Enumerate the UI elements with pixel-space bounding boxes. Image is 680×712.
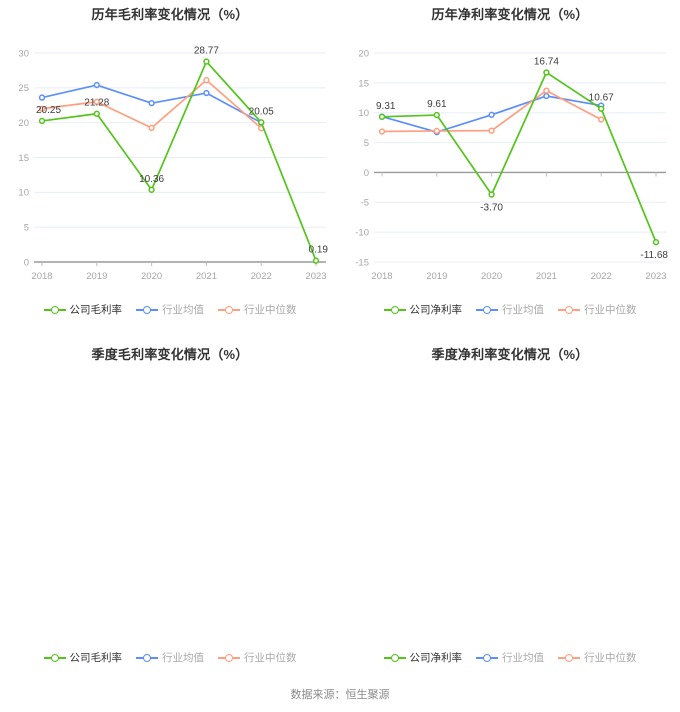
chart-plot-annual-net-margin: -15 -10 -5 0 5 10 15 20 2018 2019 2020 2021 2022 2023… (355, 48, 668, 282)
svg-text:-10: -10 (355, 228, 369, 239)
legend-marker-icon (476, 653, 498, 663)
legend-label: 行业均值 (502, 304, 544, 316)
svg-text:10: 10 (18, 188, 29, 199)
svg-text:2020: 2020 (141, 271, 162, 282)
svg-text:20.25: 20.25 (36, 105, 61, 116)
legend-item-industry-mean[interactable]: 行业均值 (136, 650, 204, 665)
legend-marker-icon (558, 653, 580, 663)
svg-text:2019: 2019 (426, 271, 447, 282)
legend-item-industry-median[interactable]: 行业中位数 (558, 302, 637, 317)
legend-label: 公司毛利率 (69, 652, 123, 664)
svg-text:-3.70: -3.70 (480, 203, 503, 214)
legend-label: 行业均值 (502, 652, 544, 664)
svg-text:20: 20 (358, 48, 369, 59)
svg-text:2021: 2021 (196, 271, 217, 282)
legend-item-industry-median[interactable]: 行业中位数 (558, 650, 637, 665)
svg-text:2019: 2019 (86, 271, 107, 282)
svg-text:-5: -5 (361, 198, 369, 209)
legend-marker-icon (43, 653, 66, 663)
chart-plot-quarterly-net-margin: -30-20-1001020302021Q12021Q22021Q32021Q4… (340, 340, 680, 680)
svg-text:16.74: 16.74 (534, 56, 559, 67)
svg-text:2022: 2022 (251, 271, 272, 282)
svg-text:9.61: 9.61 (427, 99, 447, 110)
chart-plot-annual-gross-margin: 0 5 10 15 20 25 30 2018 2019 2020 2021 2022 2023 20.2… (18, 46, 329, 282)
legend-label: 行业均值 (162, 652, 204, 664)
svg-text:5: 5 (364, 138, 369, 149)
legend-label: 公司净利率 (409, 652, 463, 664)
legend-item-industry-median[interactable]: 行业中位数 (218, 650, 297, 665)
legend-item-company[interactable]: 公司毛利率 (43, 302, 123, 317)
svg-text:2020: 2020 (481, 271, 502, 282)
svg-text:10: 10 (358, 108, 369, 119)
chart-title-quarterly-net-margin: 季度净利率变化情况（%） (431, 347, 589, 362)
svg-text:20.05: 20.05 (249, 106, 274, 117)
chart-title-quarterly-gross-margin: 季度毛利率变化情况（%） (91, 347, 249, 362)
legend-marker-icon (218, 305, 240, 315)
svg-text:2021: 2021 (536, 271, 557, 282)
legend-marker-icon (383, 653, 406, 663)
chart-plot-quarterly-gross-margin: -20-100102030402021Q12021Q22021Q32021Q42… (0, 340, 340, 680)
legend-label: 行业中位数 (244, 652, 297, 664)
legend-label: 行业中位数 (584, 304, 637, 316)
legend-marker-icon (43, 305, 66, 315)
data-source-footer: 数据来源：恒生聚源 (290, 689, 390, 701)
svg-text:2022: 2022 (591, 271, 612, 282)
svg-text:28.77: 28.77 (194, 46, 219, 57)
legend-label: 行业均值 (162, 304, 204, 316)
svg-text:-15: -15 (355, 257, 369, 268)
legend-item-industry-mean[interactable]: 行业均值 (476, 650, 544, 665)
chart-title-annual-net-margin: 历年净利率变化情况（%） (431, 7, 589, 22)
charts-grid: 历年毛利率变化情况（%） 0 5 10 15 20 25 30 2018 2019 2020 202… (0, 0, 680, 680)
svg-text:21.28: 21.28 (84, 98, 109, 109)
svg-text:15: 15 (358, 78, 369, 89)
svg-text:9.31: 9.31 (376, 101, 396, 112)
legend-item-company[interactable]: 公司毛利率 (43, 650, 123, 665)
svg-text:2018: 2018 (371, 271, 392, 282)
panel-annual-gross-margin: 历年毛利率变化情况（%） 0 5 10 15 20 25 30 2018 2019 2020 202… (0, 0, 340, 340)
panel-annual-net-margin: 历年净利率变化情况（%） -15 -10 -5 0 5 10 15 20 2018 2019 202… (340, 0, 680, 340)
legend-item-company[interactable]: 公司净利率 (383, 302, 463, 317)
svg-text:0.19: 0.19 (309, 245, 329, 256)
svg-text:25: 25 (18, 83, 29, 94)
legend-label: 行业中位数 (244, 304, 297, 316)
legend-marker-icon (558, 305, 580, 315)
svg-text:0: 0 (364, 168, 369, 179)
legend-item-industry-median[interactable]: 行业中位数 (218, 302, 297, 317)
legend-quarterly-gross-margin: 公司毛利率 行业均值 行业中位数 (0, 650, 340, 665)
legend-item-industry-mean[interactable]: 行业均值 (136, 302, 204, 317)
svg-text:10.36: 10.36 (139, 174, 164, 185)
svg-text:20: 20 (18, 118, 29, 129)
legend-label: 公司净利率 (409, 304, 463, 316)
legend-quarterly-net-margin: 公司净利率 行业均值 行业中位数 (340, 650, 680, 665)
legend-marker-icon (136, 305, 158, 315)
panel-quarterly-gross-margin: 季度毛利率变化情况（%） -20-100102030402021Q12021Q2… (0, 340, 340, 680)
svg-text:5: 5 (24, 223, 29, 234)
legend-marker-icon (383, 305, 406, 315)
svg-text:-11.68: -11.68 (640, 250, 668, 261)
panel-quarterly-net-margin: 季度净利率变化情况（%） -30-20-1001020302021Q12021Q… (340, 340, 680, 680)
legend-label: 公司毛利率 (69, 304, 123, 316)
svg-text:2023: 2023 (305, 271, 326, 282)
chart-title-annual-gross-margin: 历年毛利率变化情况（%） (91, 7, 249, 22)
legend-marker-icon (476, 305, 498, 315)
legend-annual-net-margin: 公司净利率 行业均值 行业中位数 (340, 302, 680, 317)
svg-text:15: 15 (18, 153, 29, 164)
legend-item-industry-mean[interactable]: 行业均值 (476, 302, 544, 317)
svg-text:2018: 2018 (31, 271, 52, 282)
svg-text:0: 0 (24, 257, 29, 268)
legend-label: 行业中位数 (584, 652, 637, 664)
svg-text:10.67: 10.67 (589, 93, 614, 104)
legend-marker-icon (218, 653, 240, 663)
legend-marker-icon (136, 653, 158, 663)
svg-text:2023: 2023 (645, 271, 666, 282)
svg-text:30: 30 (18, 48, 29, 59)
legend-annual-gross-margin: 公司毛利率 行业均值 行业中位数 (0, 302, 340, 317)
legend-item-company[interactable]: 公司净利率 (383, 650, 463, 665)
